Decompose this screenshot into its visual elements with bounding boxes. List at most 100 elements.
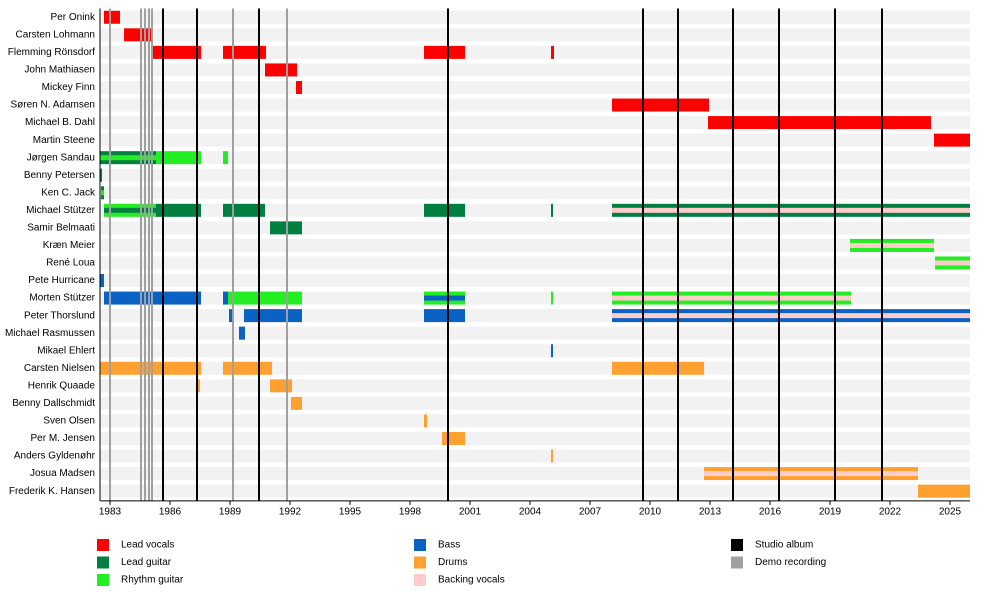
member-label: Henrik Quaade: [28, 380, 96, 391]
member-label: Per Onink: [51, 12, 96, 23]
legend-label: Demo recording: [755, 557, 826, 568]
secondary-role-stripe: [935, 260, 970, 266]
row-band: [100, 256, 970, 270]
member-label: Michael B. Dahl: [25, 117, 95, 128]
x-tick-label: 2016: [759, 507, 782, 518]
member-label: Anders Gyldenøhr: [14, 451, 96, 462]
row-band: [100, 80, 970, 94]
x-tick-label: 2019: [819, 507, 842, 518]
x-tick-label: 2004: [519, 507, 542, 518]
member-label: Frederik K. Hansen: [9, 486, 95, 497]
membership-bar: [223, 151, 228, 165]
membership-bar: [104, 10, 120, 24]
member-label: Carsten Nielsen: [24, 363, 95, 374]
x-tick-label: 1986: [159, 507, 182, 518]
member-label: Ken C. Jack: [41, 187, 96, 198]
row-band: [100, 396, 970, 410]
member-label: Mickey Finn: [42, 82, 95, 93]
legend-swatch: [97, 574, 109, 586]
legend-swatch: [731, 556, 743, 569]
row-band: [100, 221, 970, 235]
membership-bar: [291, 396, 302, 410]
membership-bar: [228, 291, 302, 305]
membership-bar: [708, 116, 931, 130]
membership-bar: [424, 203, 465, 217]
membership-bar: [270, 379, 292, 393]
secondary-role-stripe: [104, 207, 156, 213]
row-band: [100, 168, 970, 182]
legend-swatch: [97, 556, 109, 569]
row-band: [100, 449, 970, 463]
row-band: [100, 98, 970, 112]
membership-bar: [612, 98, 709, 112]
member-label: Sven Olsen: [43, 416, 95, 427]
member-label: Michael Stützer: [26, 205, 96, 216]
member-label: Michael Rasmussen: [5, 328, 95, 339]
member-label: Peter Thorslund: [24, 310, 95, 321]
secondary-role-stripe: [612, 313, 970, 319]
row-band: [100, 28, 970, 42]
membership-bar: [424, 45, 465, 59]
row-band: [100, 274, 970, 288]
membership-bar: [223, 291, 228, 305]
secondary-role-stripe: [612, 295, 851, 301]
member-label: Josua Madsen: [30, 468, 95, 479]
row-band: [100, 484, 970, 498]
member-label: Flemming Rönsdorf: [8, 47, 95, 58]
legend-label: Lead vocals: [121, 540, 174, 551]
row-band: [100, 63, 970, 77]
member-label: Pete Hurricane: [28, 275, 95, 286]
membership-bar: [424, 414, 427, 428]
member-label: Carsten Lohmann: [16, 29, 96, 40]
member-label: René Loua: [46, 258, 95, 269]
x-tick-label: 2007: [579, 507, 602, 518]
member-label: Jørgen Sandau: [27, 152, 95, 163]
row-band: [100, 344, 970, 358]
x-tick-label: 1983: [99, 507, 122, 518]
row-band: [100, 45, 970, 59]
membership-bar: [100, 274, 104, 288]
member-label: Kræn Meier: [43, 240, 96, 251]
membership-bar: [223, 361, 272, 375]
legend-label: Drums: [438, 557, 467, 568]
membership-bar: [244, 309, 302, 323]
membership-bar: [198, 379, 200, 393]
x-tick-label: 2013: [699, 507, 722, 518]
x-tick-label: 2001: [459, 507, 482, 518]
row-band: [100, 414, 970, 428]
secondary-role-stripe: [704, 471, 918, 477]
membership-bar: [424, 309, 465, 323]
row-band: [100, 151, 970, 165]
x-tick-label: 1992: [279, 507, 302, 518]
x-tick-label: 1989: [219, 507, 242, 518]
member-label: Mikael Ehlert: [37, 345, 95, 356]
legend-label: Rhythm guitar: [121, 575, 184, 586]
member-label: Benny Dallschmidt: [12, 398, 95, 409]
membership-bar: [124, 28, 151, 42]
row-band: [100, 186, 970, 200]
member-label: Morten Stützer: [29, 293, 95, 304]
secondary-role-stripe: [101, 190, 104, 196]
membership-bar: [551, 449, 553, 463]
legend-swatch: [97, 539, 109, 551]
row-band: [100, 361, 970, 375]
legend-swatch: [731, 539, 743, 551]
x-tick-label: 2010: [639, 507, 662, 518]
secondary-role-stripe: [100, 155, 156, 161]
member-label: Søren N. Adamsen: [11, 100, 95, 111]
member-label: Samir Belmaati: [27, 223, 95, 234]
membership-bar: [100, 168, 102, 182]
row-band: [100, 431, 970, 445]
legend-swatch: [414, 539, 426, 551]
membership-bar: [612, 361, 704, 375]
secondary-role-stripe: [424, 295, 465, 301]
membership-bar: [151, 45, 201, 59]
membership-bar: [442, 431, 465, 445]
membership-bar: [918, 484, 970, 498]
membership-bar: [229, 309, 232, 323]
member-label: John Mathiasen: [24, 65, 95, 76]
legend-swatch: [414, 556, 426, 569]
membership-bar: [156, 203, 201, 217]
row-band: [100, 10, 970, 24]
